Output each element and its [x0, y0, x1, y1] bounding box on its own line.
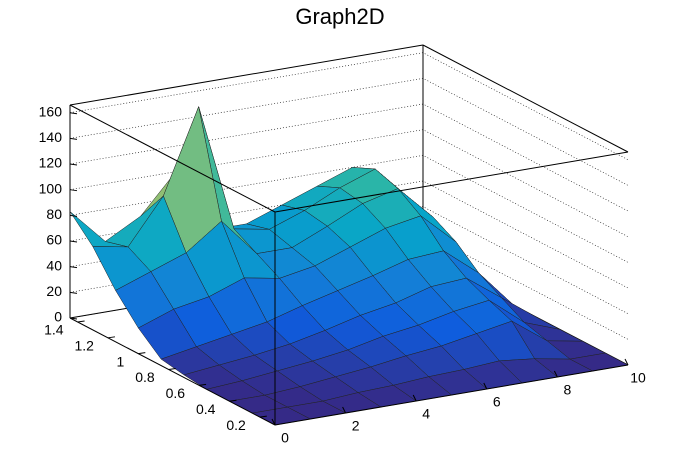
y-tick-label: 0.8 — [135, 369, 155, 385]
z-tick-label: 20 — [46, 283, 62, 299]
z-tick — [69, 137, 78, 140]
x-tick — [553, 370, 558, 378]
z-tick-label: 100 — [39, 180, 63, 196]
grid-line — [69, 52, 629, 160]
x-tick-label: 2 — [352, 418, 360, 434]
z-tick — [69, 291, 78, 294]
box-edge — [69, 44, 424, 106]
y-tick-label: 1 — [117, 353, 125, 369]
z-tick-label: 80 — [46, 206, 62, 222]
y-tick — [107, 336, 116, 339]
x-tick — [624, 358, 629, 366]
z-tick — [69, 163, 78, 166]
y-tick — [138, 352, 146, 355]
x-tick-label: 0 — [281, 430, 289, 446]
box-edge — [422, 44, 629, 153]
z-tick — [69, 112, 78, 115]
y-tick — [229, 399, 237, 402]
z-tick-label: 140 — [39, 129, 63, 145]
x-tick — [412, 394, 417, 402]
y-tick-label: 1.4 — [44, 322, 64, 338]
y-axis — [69, 317, 276, 426]
x-axis — [274, 364, 629, 426]
y-tick — [199, 383, 207, 386]
box-edge — [274, 151, 629, 213]
y-tick-label: 0.2 — [226, 417, 246, 433]
z-tick — [69, 189, 78, 192]
z-tick — [69, 240, 78, 243]
z-tick-label: 0 — [54, 309, 62, 325]
x-tick — [271, 418, 276, 426]
x-tick-label: 10 — [630, 370, 646, 386]
y-tick-label: 1.2 — [74, 338, 94, 354]
y-tick-label: 0.6 — [166, 385, 186, 401]
y-tick — [259, 415, 267, 418]
z-tick — [69, 317, 78, 320]
z-tick — [69, 214, 78, 217]
x-tick-label: 8 — [564, 382, 572, 398]
z-tick — [69, 266, 78, 269]
z-tick-label: 160 — [39, 103, 63, 119]
x-tick — [483, 382, 488, 390]
z-tick-label: 120 — [39, 155, 63, 171]
x-tick — [342, 406, 347, 414]
y-tick — [77, 320, 85, 323]
box-edge — [69, 104, 276, 213]
chart-title: Graph2D — [295, 4, 384, 29]
z-tick-label: 60 — [46, 232, 62, 248]
y-tick-label: 0.4 — [196, 401, 216, 417]
x-tick-label: 6 — [493, 394, 501, 410]
z-tick-label: 40 — [46, 257, 62, 273]
x-tick-label: 4 — [422, 406, 430, 422]
y-tick — [168, 368, 176, 371]
